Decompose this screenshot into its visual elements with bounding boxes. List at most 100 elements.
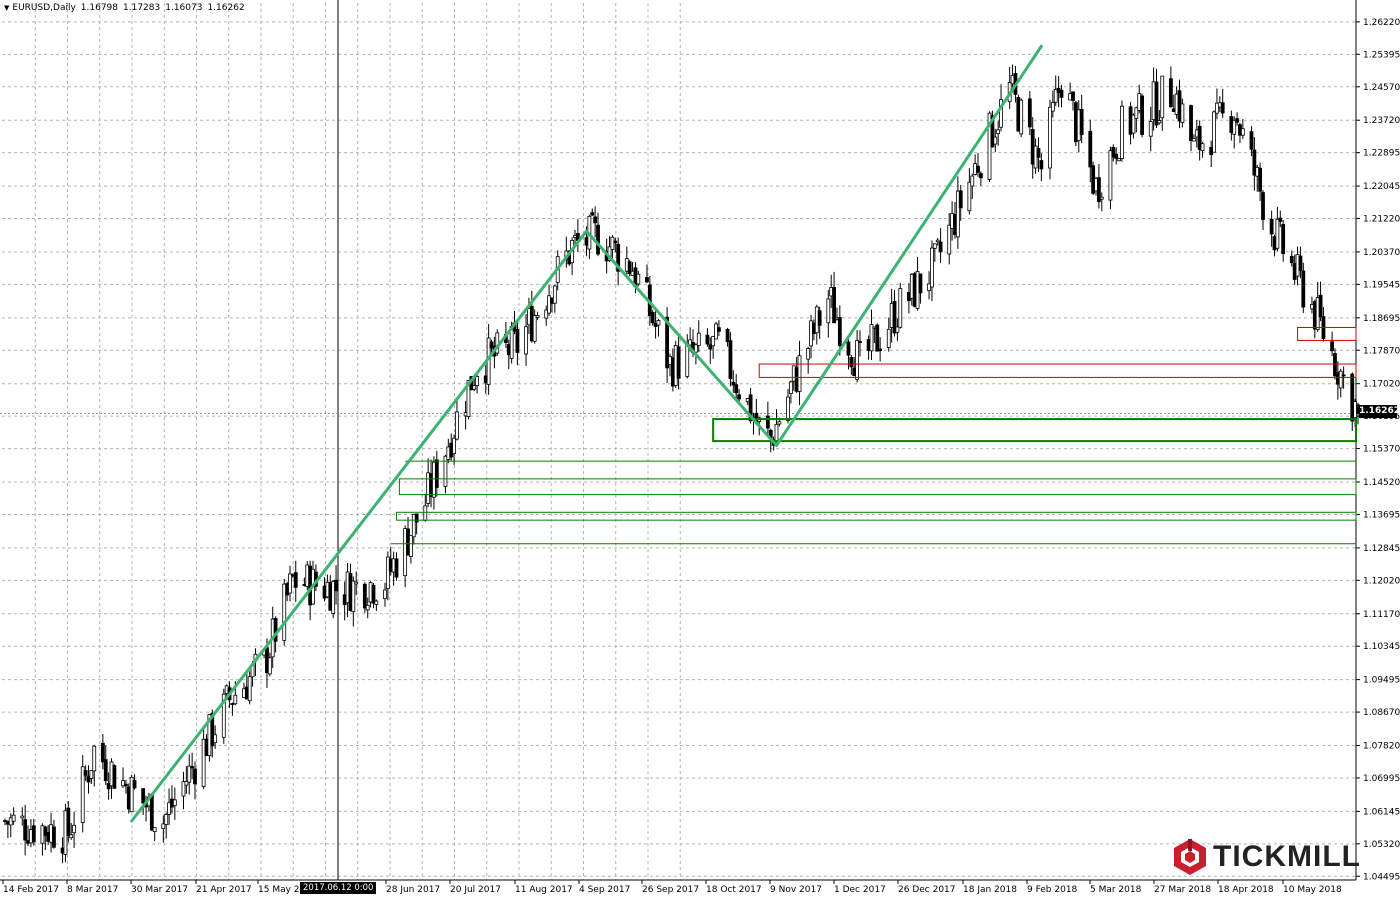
y-tick-label: 1.18695 xyxy=(1363,314,1400,324)
candle-body xyxy=(103,759,108,782)
candle-body xyxy=(213,734,218,744)
y-tick-label: 1.07820 xyxy=(1363,742,1400,752)
candle-body xyxy=(1114,153,1119,159)
candle-body xyxy=(1048,106,1052,169)
y-tick-label: 1.21220 xyxy=(1363,215,1400,225)
candle-body xyxy=(1053,89,1058,103)
candle-body xyxy=(1341,374,1346,377)
candle-body xyxy=(1330,341,1334,352)
candle-body xyxy=(1235,118,1239,123)
candle-body xyxy=(1200,143,1205,152)
trendline[interactable] xyxy=(774,44,1043,447)
candle-body xyxy=(849,356,854,368)
support-zone[interactable] xyxy=(396,511,1357,521)
candle-body xyxy=(89,770,94,779)
candle-body xyxy=(1131,114,1136,134)
candle-body xyxy=(452,437,456,454)
x-tick-label: 11 Aug 2017 xyxy=(515,885,573,895)
candle-body xyxy=(354,581,359,585)
candle-body xyxy=(898,288,903,328)
candle-body xyxy=(351,580,356,612)
y-tick-label: 1.09495 xyxy=(1363,676,1400,686)
candle-body xyxy=(947,224,952,255)
candle-body xyxy=(184,781,189,786)
candle-body xyxy=(86,775,91,783)
trendline[interactable] xyxy=(130,229,589,823)
x-tick-label: 28 Jun 2017 xyxy=(386,885,440,895)
x-tick-label: 15 May 2 xyxy=(258,885,300,895)
candle-body xyxy=(1192,138,1196,142)
candle-body xyxy=(1099,196,1104,200)
candle-body xyxy=(80,766,85,823)
candle-body xyxy=(1278,217,1283,222)
candle-body xyxy=(627,261,632,275)
x-tick-label: 9 Feb 2018 xyxy=(1027,885,1078,895)
candle-body xyxy=(1027,98,1032,128)
x-tick-label: 14 Feb 2017 xyxy=(3,885,59,895)
candle-body xyxy=(282,583,287,641)
candle-body xyxy=(886,328,891,348)
support-zone[interactable] xyxy=(712,418,1357,443)
candle-body xyxy=(1019,99,1024,135)
candle-body xyxy=(970,175,975,187)
candle-body xyxy=(489,341,494,349)
candle-body xyxy=(132,780,137,789)
candle-body xyxy=(935,239,940,243)
candle-body xyxy=(544,309,549,319)
candle-body xyxy=(1120,105,1124,159)
chart-header: ▼ EURUSD,Daily 1.16798 1.17283 1.16073 1.1626… xyxy=(4,3,250,13)
candle-body xyxy=(705,334,710,345)
candle-body xyxy=(1168,78,1173,108)
candle-body xyxy=(676,346,681,379)
candle-body xyxy=(385,556,390,590)
candle-body xyxy=(786,396,790,421)
candle-body xyxy=(765,415,770,429)
x-tick-label: 18 Oct 2017 xyxy=(706,885,762,895)
candle-body xyxy=(593,216,598,224)
y-tick-label: 1.14520 xyxy=(1363,478,1400,488)
candle-body xyxy=(374,600,379,605)
crosshair-time-tag: 2017.06.12 0:00 xyxy=(300,882,377,894)
candle-body xyxy=(1108,150,1113,201)
candle-body xyxy=(656,320,661,326)
brand-name: TICKMILL xyxy=(1213,840,1361,873)
candle-body xyxy=(293,572,298,588)
candle-body xyxy=(832,287,836,324)
candle-body xyxy=(645,277,649,283)
candle-body xyxy=(1134,107,1139,119)
candle-body xyxy=(515,329,520,353)
candle-body xyxy=(164,813,169,825)
candle-body xyxy=(414,513,419,523)
candle-body xyxy=(1333,353,1337,377)
candle-body xyxy=(1039,160,1044,170)
candle-body xyxy=(837,317,842,347)
candle-body xyxy=(371,584,376,604)
candle-body xyxy=(141,788,146,804)
candle-body xyxy=(112,765,117,789)
y-tick-label: 1.17870 xyxy=(1363,346,1400,356)
candle-body xyxy=(408,534,413,557)
candle-body xyxy=(524,326,528,355)
resistance-zone[interactable] xyxy=(1297,326,1357,341)
candle-body xyxy=(394,558,399,578)
candle-body xyxy=(434,459,439,488)
trendline[interactable] xyxy=(585,229,778,447)
resistance-zone[interactable] xyxy=(758,363,1357,378)
candle-body xyxy=(734,384,739,394)
candle-body xyxy=(1097,177,1101,203)
candle-body xyxy=(826,298,831,324)
candle-body xyxy=(650,311,655,324)
dropdown-triangle-icon[interactable]: ▼ xyxy=(4,4,10,12)
x-tick-label: 26 Dec 2017 xyxy=(898,885,956,895)
candle-body xyxy=(869,324,874,352)
candle-body xyxy=(978,173,983,179)
candle-body xyxy=(696,332,701,346)
candle-body xyxy=(334,579,338,592)
support-zone[interactable] xyxy=(398,478,1357,496)
candle-body xyxy=(993,136,998,145)
candle-body xyxy=(1189,105,1193,142)
candle-body xyxy=(1252,149,1257,176)
candle-body xyxy=(167,802,171,815)
